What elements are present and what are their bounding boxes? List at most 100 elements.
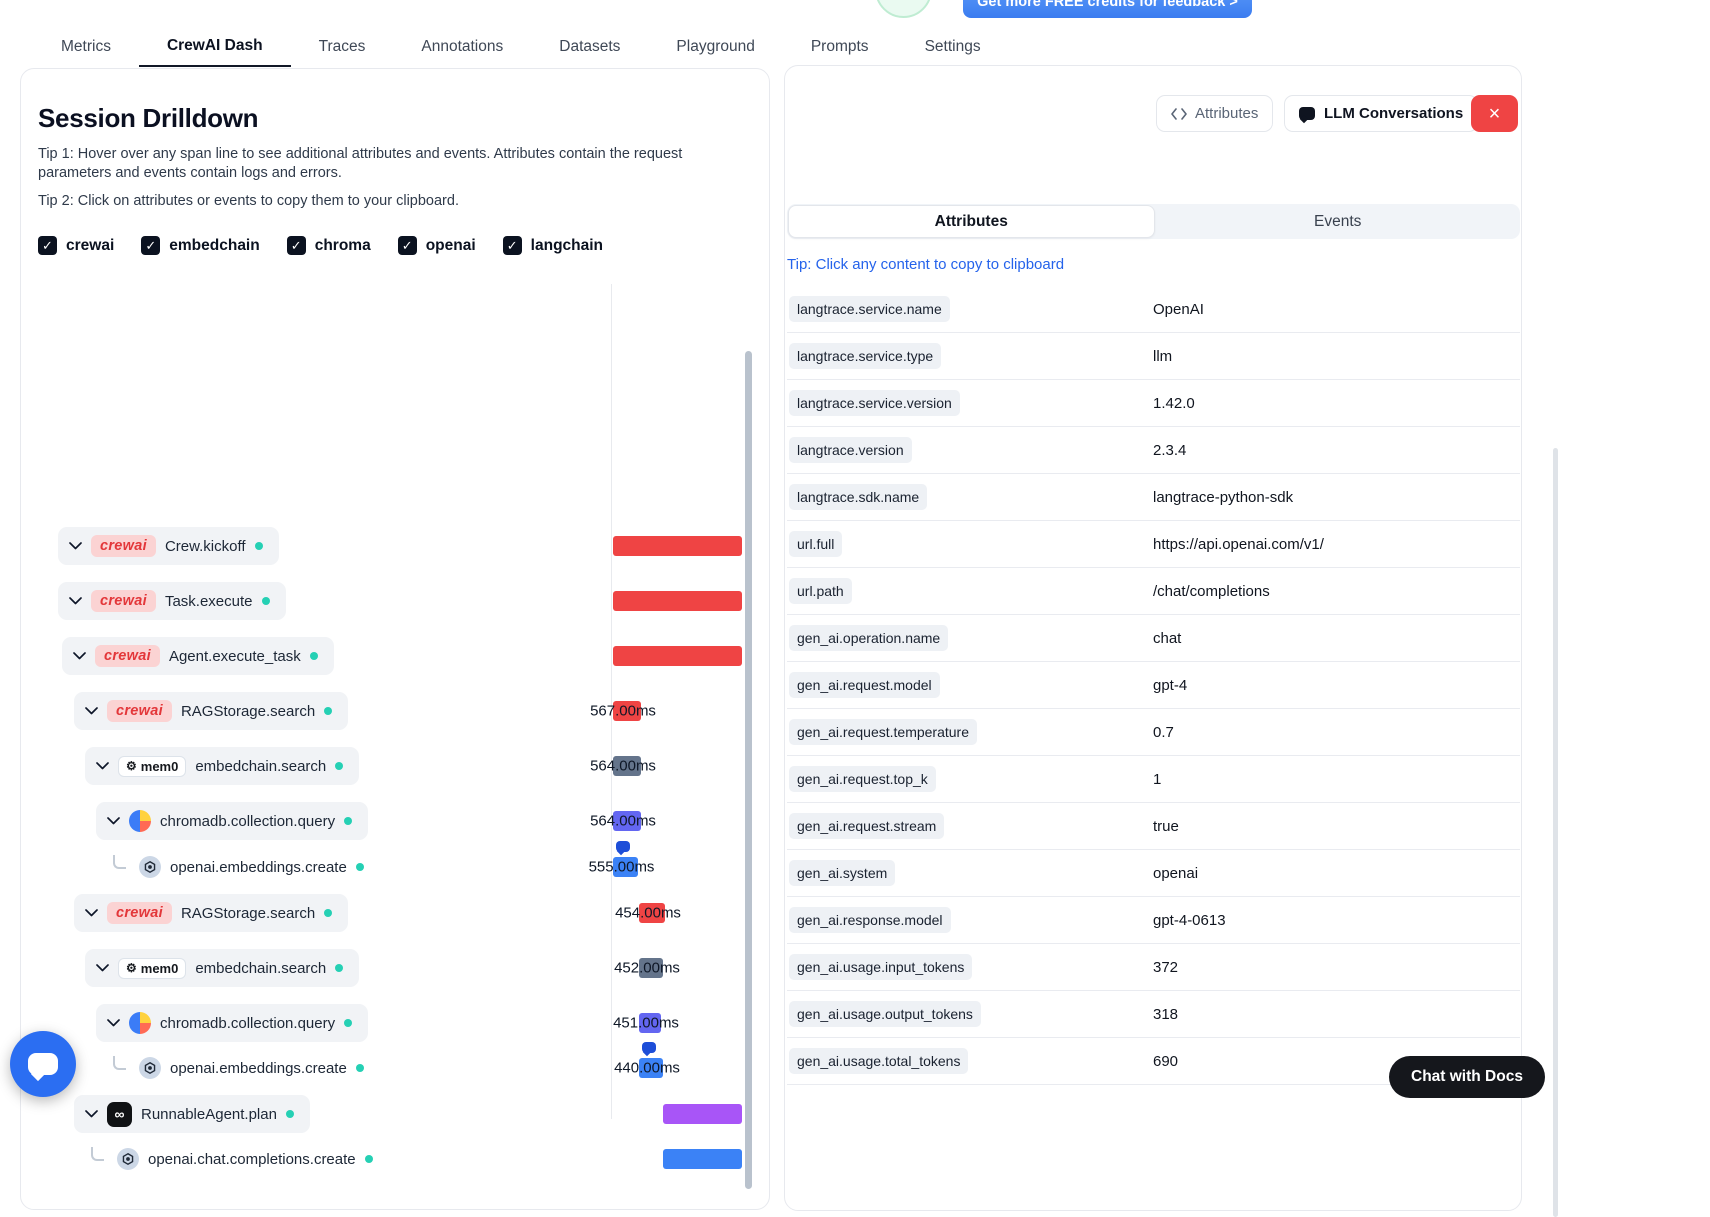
- checkbox-icon[interactable]: ✓: [397, 236, 417, 255]
- attribute-value[interactable]: llm: [1153, 347, 1173, 365]
- attribute-key[interactable]: gen_ai.response.model: [789, 907, 951, 933]
- chevron-down-icon[interactable]: [69, 542, 82, 550]
- checkbox-icon[interactable]: ✓: [38, 236, 57, 255]
- attribute-key[interactable]: langtrace.service.name: [789, 296, 950, 322]
- span-label-group[interactable]: openai.embeddings.create: [113, 848, 380, 886]
- page-scrollbar[interactable]: [1553, 448, 1558, 1217]
- span-duration-bar[interactable]: [639, 1013, 661, 1033]
- checkbox-icon[interactable]: ✓: [286, 236, 306, 255]
- chevron-down-icon[interactable]: [96, 964, 109, 972]
- attribute-key[interactable]: gen_ai.request.temperature: [789, 719, 977, 745]
- attribute-row[interactable]: gen_ai.usage.input_tokens 372: [787, 944, 1520, 991]
- span-duration-bar[interactable]: [613, 701, 641, 721]
- span-duration-bar[interactable]: [639, 958, 663, 978]
- span-duration-bar[interactable]: [613, 811, 641, 831]
- tab-playground[interactable]: Playground: [676, 38, 755, 55]
- attribute-key[interactable]: gen_ai.usage.output_tokens: [789, 1001, 981, 1027]
- attribute-value[interactable]: 0.7: [1153, 723, 1174, 741]
- attribute-key[interactable]: gen_ai.request.stream: [789, 813, 945, 839]
- span-label-group[interactable]: ∞ RunnableAgent.plan: [74, 1095, 310, 1133]
- span-row[interactable]: openai.embeddings.create 555.00ms: [21, 841, 769, 886]
- tab-metrics[interactable]: Metrics: [61, 38, 111, 55]
- chevron-down-icon[interactable]: [96, 762, 109, 770]
- attribute-value[interactable]: /chat/completions: [1153, 582, 1270, 600]
- span-label-group[interactable]: openai.embeddings.create: [113, 1049, 380, 1087]
- span-row[interactable]: crewai Task.execute: [21, 582, 769, 620]
- chevron-down-icon[interactable]: [107, 817, 120, 825]
- span-label-group[interactable]: openai.chat.completions.create: [91, 1140, 389, 1178]
- span-label-group[interactable]: chromadb.collection.query: [96, 1004, 369, 1042]
- attribute-value[interactable]: 1.42.0: [1153, 394, 1195, 412]
- span-duration-bar[interactable]: [613, 756, 641, 776]
- attribute-key[interactable]: gen_ai.system: [789, 860, 896, 886]
- tab-datasets[interactable]: Datasets: [559, 38, 621, 55]
- attribute-value[interactable]: OpenAI: [1153, 300, 1204, 318]
- attribute-value[interactable]: https://api.openai.com/v1/: [1153, 535, 1324, 553]
- span-duration-bar[interactable]: [663, 1104, 742, 1124]
- chevron-down-icon[interactable]: [85, 1110, 98, 1118]
- span-label-group[interactable]: chromadb.collection.query: [96, 802, 369, 840]
- attribute-row[interactable]: url.full https://api.openai.com/v1/: [787, 521, 1520, 568]
- free-credits-button[interactable]: Get more FREE credits for feedback >: [963, 0, 1252, 18]
- tab-annotations[interactable]: Annotations: [421, 38, 504, 55]
- attribute-row[interactable]: gen_ai.response.model gpt-4-0613: [787, 897, 1520, 944]
- tab-prompts[interactable]: Prompts: [810, 38, 869, 55]
- attribute-key[interactable]: langtrace.service.version: [789, 390, 960, 416]
- span-row[interactable]: crewai Crew.kickoff: [21, 527, 769, 565]
- attribute-value[interactable]: 690: [1153, 1052, 1179, 1070]
- tab-traces[interactable]: Traces: [318, 38, 366, 55]
- span-row[interactable]: openai.chat.completions.create: [21, 1140, 769, 1178]
- attribute-value[interactable]: gpt-4-0613: [1153, 911, 1226, 929]
- llm-bubble-icon[interactable]: [642, 1042, 656, 1053]
- span-row[interactable]: ⚙ mem0 embedchain.search 452.00ms: [21, 949, 769, 987]
- chat-with-docs-button[interactable]: Chat with Docs: [1389, 1056, 1545, 1098]
- attribute-value[interactable]: chat: [1153, 629, 1182, 647]
- attribute-value[interactable]: true: [1153, 817, 1179, 835]
- span-row[interactable]: crewai RAGStorage.search 567.00ms: [21, 692, 769, 730]
- attribute-row[interactable]: gen_ai.operation.name chat: [787, 615, 1520, 662]
- attribute-value[interactable]: 2.3.4: [1153, 441, 1187, 459]
- close-button[interactable]: ×: [1471, 95, 1518, 132]
- attribute-row[interactable]: gen_ai.request.model gpt-4: [787, 662, 1520, 709]
- span-duration-bar[interactable]: [639, 1058, 663, 1078]
- attribute-key[interactable]: gen_ai.usage.total_tokens: [789, 1048, 969, 1074]
- avatar[interactable]: [875, 0, 932, 18]
- copy-tip-link[interactable]: Tip: Click any content to copy to clipbo…: [787, 256, 1065, 273]
- attribute-row[interactable]: langtrace.service.name OpenAI: [787, 286, 1520, 333]
- filter-openai[interactable]: ✓ openai: [397, 236, 476, 255]
- attribute-key[interactable]: url.path: [789, 578, 852, 604]
- span-duration-bar[interactable]: [639, 903, 665, 923]
- attribute-value[interactable]: gpt-4: [1153, 676, 1188, 694]
- span-duration-bar[interactable]: [613, 646, 742, 666]
- checkbox-icon[interactable]: ✓: [502, 236, 522, 255]
- llm-bubble-icon[interactable]: [616, 841, 630, 852]
- attribute-row[interactable]: gen_ai.request.stream true: [787, 803, 1520, 850]
- attribute-row[interactable]: url.path/chat/completions: [787, 568, 1520, 615]
- span-row[interactable]: ⚙ mem0 embedchain.search 564.00ms: [21, 747, 769, 785]
- attribute-row[interactable]: langtrace.service.type llm: [787, 333, 1520, 380]
- span-label-group[interactable]: crewai Crew.kickoff: [58, 527, 279, 565]
- chevron-down-icon[interactable]: [73, 652, 86, 660]
- attribute-key[interactable]: gen_ai.request.top_k: [789, 766, 936, 792]
- attribute-value[interactable]: langtrace-python-sdk: [1153, 488, 1294, 506]
- attribute-row[interactable]: langtrace.service.version 1.42.0: [787, 380, 1520, 427]
- filter-langchain[interactable]: ✓ langchain: [502, 236, 603, 255]
- span-label-group[interactable]: crewai Task.execute: [58, 582, 286, 620]
- attribute-key[interactable]: url.full: [789, 531, 843, 557]
- attribute-row[interactable]: langtrace.version 2.3.4: [787, 427, 1520, 474]
- attribute-value[interactable]: openai: [1153, 864, 1199, 882]
- span-row[interactable]: openai.embeddings.create 440.00ms: [21, 1042, 769, 1087]
- attribute-row[interactable]: gen_ai.system openai: [787, 850, 1520, 897]
- chat-widget-button[interactable]: [10, 1031, 76, 1097]
- filter-crewai[interactable]: ✓ crewai: [38, 236, 114, 255]
- tab-events[interactable]: Events: [1314, 212, 1362, 230]
- attribute-key[interactable]: gen_ai.operation.name: [789, 625, 949, 651]
- span-row[interactable]: ∞ RunnableAgent.plan: [21, 1095, 769, 1133]
- span-label-group[interactable]: crewai RAGStorage.search: [74, 894, 349, 932]
- attribute-row[interactable]: gen_ai.usage.output_tokens 318: [787, 991, 1520, 1038]
- span-row[interactable]: crewai Agent.execute_task: [21, 637, 769, 675]
- attribute-value[interactable]: 372: [1153, 958, 1179, 976]
- attribute-value[interactable]: 1: [1153, 770, 1162, 788]
- span-duration-bar[interactable]: [613, 591, 742, 611]
- attribute-row[interactable]: gen_ai.request.temperature 0.7: [787, 709, 1520, 756]
